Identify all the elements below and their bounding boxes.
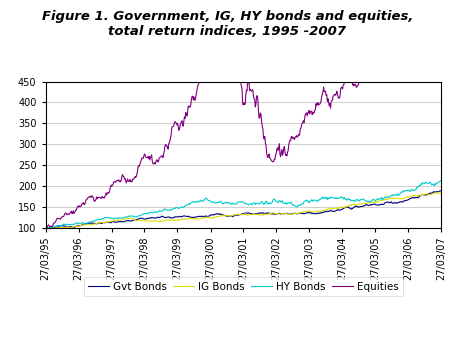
Line: HY Bonds: HY Bonds xyxy=(46,181,441,228)
Text: Figure 1. Government, IG, HY bonds and equities,
total return indices, 1995 -200: Figure 1. Government, IG, HY bonds and e… xyxy=(42,10,413,38)
Line: Gvt Bonds: Gvt Bonds xyxy=(46,191,441,228)
Line: IG Bonds: IG Bonds xyxy=(46,193,441,228)
Legend: Gvt Bonds, IG Bonds, HY Bonds, Equities: Gvt Bonds, IG Bonds, HY Bonds, Equities xyxy=(84,277,403,296)
Line: Equities: Equities xyxy=(46,0,441,228)
